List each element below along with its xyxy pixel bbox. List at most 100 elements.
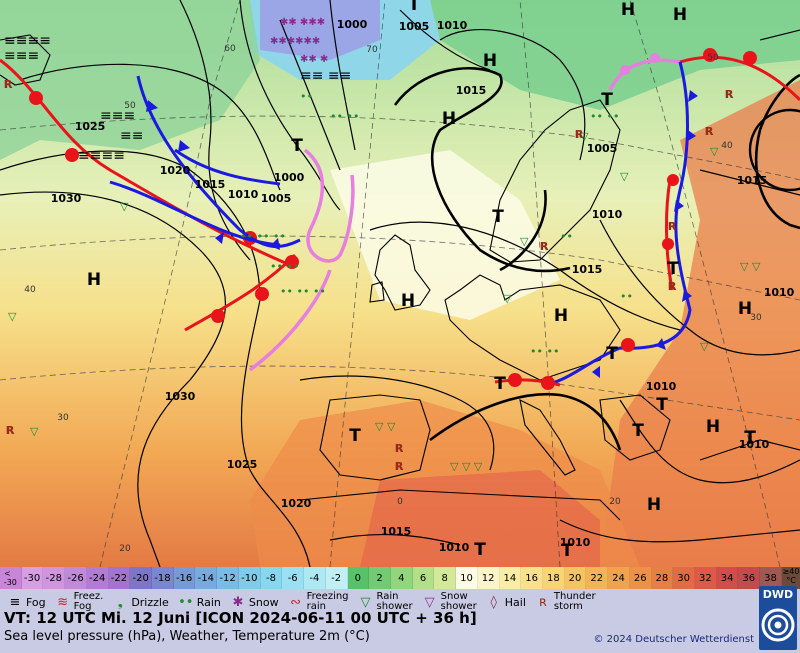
dwd-logo[interactable]: DWD (759, 586, 797, 650)
legend-item-label: Drizzle (131, 595, 169, 609)
copyright-text: © 2024 Deutscher Wetterdienst (593, 634, 754, 645)
svg-text:✱✱✱✱✱✱: ✱✱✱✱✱✱ (270, 36, 320, 47)
high-pressure-center: H (621, 0, 635, 20)
low-pressure-center: T (656, 395, 668, 415)
svg-text:ʀ: ʀ (395, 440, 404, 456)
isotherm-label: 40 (721, 141, 733, 151)
temperature-scale-cell: -14 (195, 567, 218, 589)
high-pressure-center: H (738, 299, 752, 319)
high-pressure-center: H (706, 417, 720, 437)
isobar-label: 1010 (560, 536, 591, 549)
svg-text:ʀ: ʀ (705, 123, 714, 139)
svg-text:≡≡≡: ≡≡≡ (100, 108, 135, 124)
svg-text:•• ••: •• •• (330, 110, 359, 123)
temperature-scale-cell: 28 (651, 567, 674, 589)
low-pressure-center: T (632, 421, 644, 441)
isobars (0, 0, 800, 567)
svg-text:▽ ▽: ▽ ▽ (740, 260, 761, 273)
temperature-scale-cell: -20 (130, 567, 153, 589)
legend-item-label: Rain (196, 595, 221, 609)
legend-item-hail: ◊ Hail (485, 593, 526, 611)
svg-text:ʀ: ʀ (4, 76, 13, 92)
legend-item-label: Freez. Fog (73, 591, 104, 612)
temperature-scale-cell: 24 (608, 567, 630, 589)
isobar-label: 1015 (456, 84, 487, 97)
warm-front-east (621, 174, 679, 352)
cold-front-east (544, 61, 698, 387)
snow-symbols: ✱✱ ✱✱✱ ✱✱✱✱✱✱ ✱✱ ✱ (270, 17, 328, 65)
legend-item-label: Fog (26, 595, 46, 609)
fog-icon: ≡ (9, 594, 21, 610)
low-pressure-center: T (606, 344, 618, 364)
svg-text:▽: ▽ (580, 130, 589, 143)
isobar-label: 1020 (281, 497, 312, 510)
temperature-scale-cell: -24 (86, 567, 109, 589)
svg-text:≡≡≡: ≡≡≡ (4, 48, 39, 64)
temperature-scale-cell: 10 (456, 567, 478, 589)
svg-text:ʀ: ʀ (725, 86, 734, 102)
temperature-scale-cell: -22 (108, 567, 131, 589)
legend-item-label: Freezing rain (306, 591, 349, 612)
svg-text:✱✱ ✱: ✱✱ ✱ (300, 54, 328, 65)
svg-text:ʀ: ʀ (668, 218, 677, 234)
high-pressure-center: H (554, 306, 568, 326)
high-pressure-center: H (87, 270, 101, 290)
temperature-scale-cell: -28 (43, 567, 66, 589)
warm-front-west (184, 253, 299, 332)
isotherm-label: 30 (750, 313, 762, 323)
valid-time: VT: 12 UTC Mi. 12 Juni [ICON 2024-06-11 … (4, 609, 477, 627)
temperature-scale-cell: 6 (412, 567, 435, 589)
snow-shower-icon: ▽ (424, 594, 435, 610)
isotherm-label: 0 (397, 497, 403, 507)
lat-lon-grid (0, 0, 800, 567)
temperature-scale-cell: 4 (390, 567, 413, 589)
legend-item-label: Snow (248, 595, 279, 609)
weather-map: ≡≡≡≡≡≡≡ ≡≡≡≡≡≡≡≡≡ ≡≡ ≡≡ ✱✱ ✱✱✱✱✱✱✱✱✱✱✱ ✱… (0, 0, 800, 567)
temperature-scale-cell: -12 (217, 567, 239, 589)
svg-text:•• ••: •• •• (530, 345, 559, 358)
svg-text:▽: ▽ (620, 170, 629, 183)
temperature-scale-cell: -30 (21, 567, 44, 589)
temperature-scale-cell: 2 (369, 567, 391, 589)
high-pressure-center: H (673, 5, 687, 25)
temperature-scale-cell: -8 (260, 567, 283, 589)
high-pressure-center: H (401, 291, 415, 311)
temperature-scale-cell: 12 (477, 567, 500, 589)
svg-text:•• •• ••: •• •• •• (280, 285, 326, 298)
high-pressure-center: H (647, 495, 661, 515)
snow-icon: ✱ (232, 594, 244, 610)
mild-zone-center (330, 150, 560, 320)
svg-text:≡≡: ≡≡ (120, 128, 143, 144)
temperature-scale-cell: 38 (760, 567, 782, 589)
svg-text:≡≡≡≡: ≡≡≡≡ (4, 33, 51, 49)
isobar-label: 1010 (646, 380, 677, 393)
legend-item-snow-shower: ▽ Snow shower (421, 592, 477, 612)
temperature-scale-cell: -2 (325, 567, 348, 589)
isobar-label: 1020 (160, 164, 191, 177)
legend-item-fog: ≡ Fog (6, 593, 46, 611)
temperature-scale-cell: 30 (673, 567, 695, 589)
isobar-label: 1000 (274, 171, 305, 184)
temperature-scale-cell: 20 (564, 567, 587, 589)
legend-panel: < -30 -30 -28 -26 -24 -22 -20 -18 -16 -14 -12 -10 -8… (0, 567, 800, 653)
isotherm-label: 70 (366, 45, 378, 55)
temperature-scale-cell: < -30 (0, 567, 22, 589)
drizzle-icon: ❟ (117, 594, 123, 610)
svg-text:▽: ▽ (30, 425, 39, 438)
map-subtitle: Sea level pressure (hPa), Weather, Tempe… (4, 629, 370, 644)
svg-text:▽ ▽ ▽: ▽ ▽ ▽ (450, 460, 483, 473)
isotherm-labels: 60 50 40 30 20 0 20 40 50 70 30 (24, 44, 762, 554)
svg-text:ʀ: ʀ (575, 126, 584, 142)
low-pressure-center: T (291, 136, 303, 156)
isobar-label: 1005 (399, 20, 430, 33)
svg-text:✱✱ ✱✱✱: ✱✱ ✱✱✱ (280, 17, 325, 28)
svg-text:▽: ▽ (8, 310, 17, 323)
temperature-scale-cell: 8 (434, 567, 457, 589)
low-pressure-center: T (561, 541, 573, 561)
low-pressure-center: T (408, 0, 420, 15)
isobar-label: 1015 (737, 174, 768, 187)
temperature-scale-cell: -6 (282, 567, 305, 589)
